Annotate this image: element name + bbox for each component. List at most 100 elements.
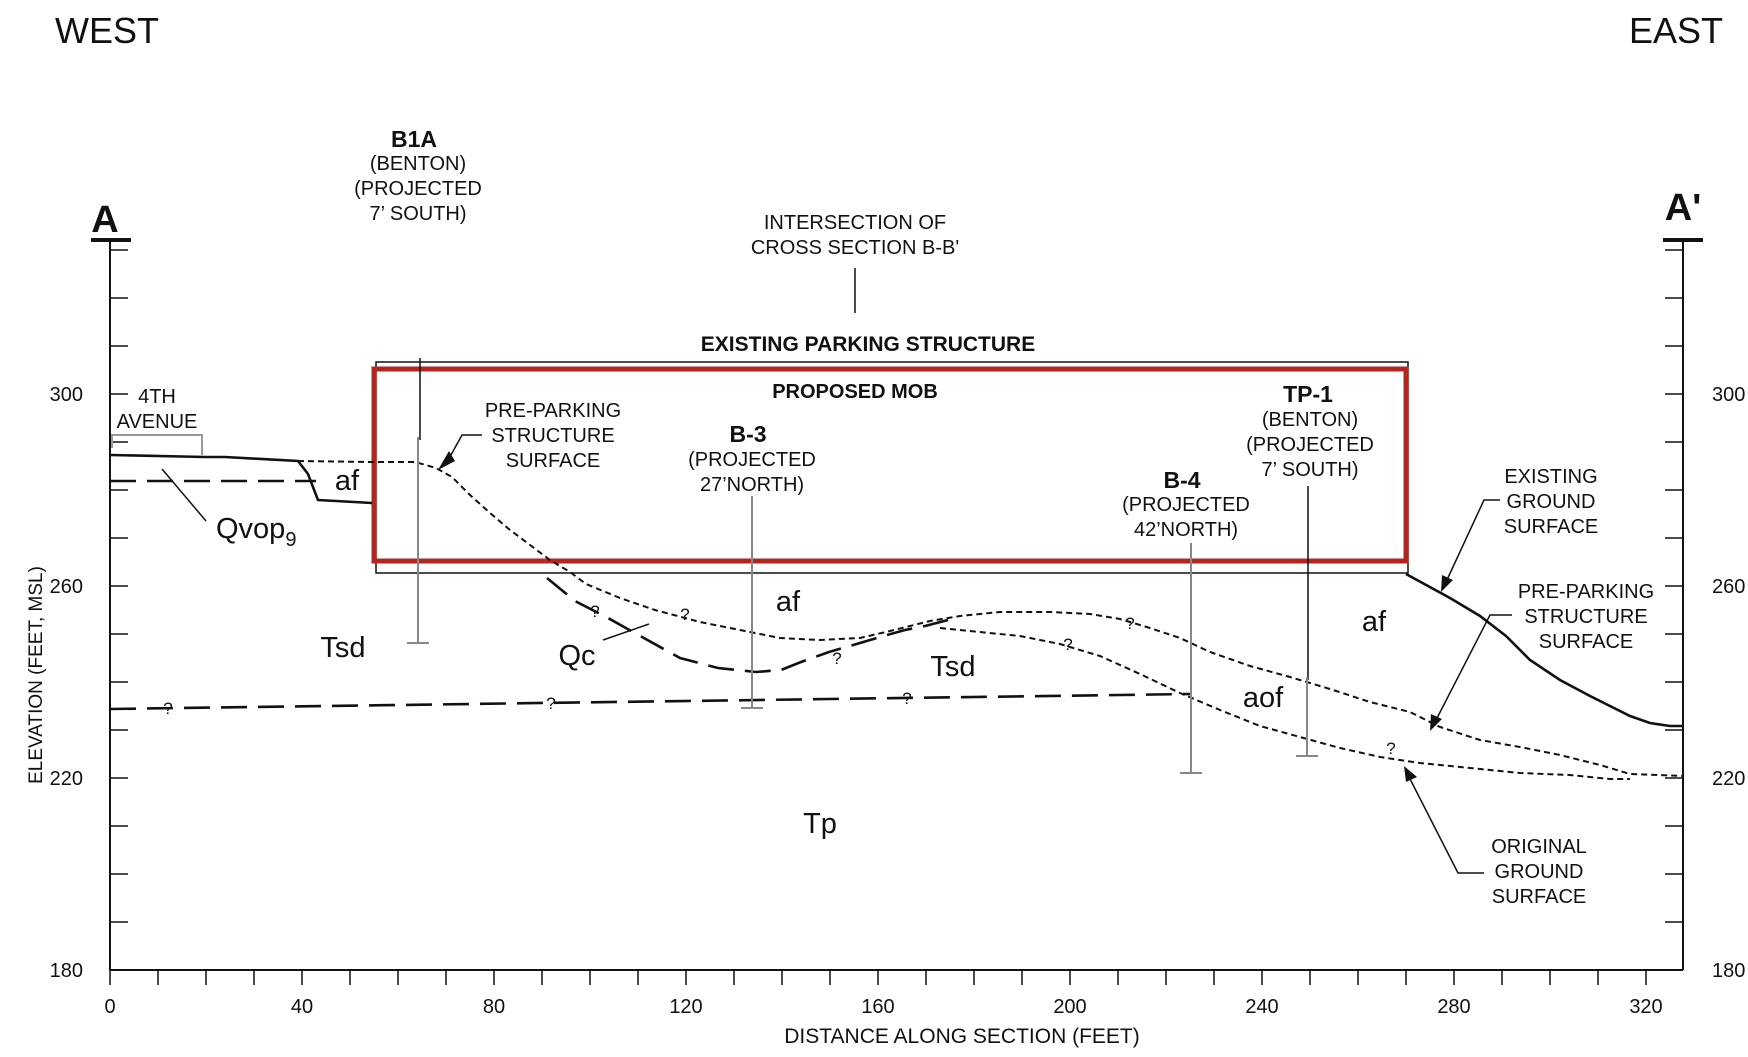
existing-parking-label: EXISTING PARKING STRUCTURE — [701, 333, 1035, 356]
pre-parking-note-left: SURFACE — [506, 450, 600, 472]
x-tick-labels: 0 40 80 120 160 200 240 280 320 — [104, 996, 1662, 1018]
pre-parking-note-left: STRUCTURE — [491, 425, 614, 447]
unit-qvop: Qvop9 — [216, 513, 296, 551]
intersection-note-line2: CROSS SECTION B-B' — [751, 237, 959, 259]
axis-ticks — [109, 249, 1683, 985]
proposed-mob-label: PROPOSED MOB — [772, 381, 938, 403]
uncertain-mark: ? — [163, 699, 172, 718]
boring-b3-line: 27’NORTH) — [700, 474, 804, 496]
section-mark-a-prime: A' — [1665, 187, 1701, 229]
arrowhead — [438, 451, 455, 470]
x-axis-label: DISTANCE ALONG SECTION (FEET) — [784, 1025, 1139, 1048]
boring-b4-line: 42’NORTH) — [1134, 519, 1238, 541]
uncertain-mark: ? — [1063, 635, 1072, 654]
east-label: EAST — [1629, 10, 1723, 51]
y-tick-label-left: 180 — [50, 960, 83, 982]
original-ground-note: ORIGINAL — [1491, 836, 1587, 858]
unit-tp: Tp — [803, 808, 837, 840]
intersection-note-line1: INTERSECTION OF — [764, 212, 946, 234]
boring-b3 — [741, 496, 763, 709]
y-tick-labels: 300 260 220 180 300 260 220 180 — [50, 384, 1746, 982]
existing-ground-note: EXISTING — [1504, 466, 1597, 488]
unit-af-right: af — [1362, 606, 1387, 638]
x-tick-label: 320 — [1629, 996, 1662, 1018]
boring-tp1-line: (BENTON) — [1262, 409, 1358, 431]
boring-b1a-id: B1A — [391, 126, 437, 152]
unit-aof: aof — [1243, 682, 1284, 714]
boring-b1a-line: 7’ SOUTH) — [369, 203, 466, 225]
original-ground-note: SURFACE — [1492, 886, 1586, 908]
y-tick-label-right: 300 — [1712, 384, 1745, 406]
y-tick-label-left: 260 — [50, 576, 83, 598]
boring-b1a-line: (PROJECTED — [354, 178, 482, 200]
pre-parking-left-leader — [445, 434, 482, 465]
y-tick-label-right: 220 — [1712, 768, 1745, 790]
boring-tp1-line: (PROJECTED — [1246, 434, 1374, 456]
qvop-leader — [161, 468, 207, 522]
x-tick-label: 200 — [1053, 996, 1086, 1018]
boring-tp1 — [1296, 486, 1318, 757]
x-tick-label: 160 — [861, 996, 894, 1018]
y-tick-label-right: 180 — [1712, 960, 1745, 982]
x-tick-label: 120 — [669, 996, 702, 1018]
uncertain-mark: ? — [1386, 739, 1395, 758]
y-tick-label-left: 220 — [50, 768, 83, 790]
pre-parking-surface — [297, 460, 1684, 777]
unit-qvop-name: Qvop — [216, 513, 285, 545]
proposed-mob-outline — [371, 366, 1409, 564]
pre-parking-right-leader — [1434, 614, 1512, 723]
existing-ground-west — [109, 453, 373, 505]
x-tick-label: 80 — [483, 996, 505, 1018]
boring-b4-line: (PROJECTED — [1122, 494, 1250, 516]
original-ground-surface — [939, 627, 1630, 780]
boring-tp1-id: TP-1 — [1283, 381, 1333, 407]
existing-ground-note: SURFACE — [1504, 516, 1598, 538]
unit-af-left: af — [335, 465, 360, 497]
y-tick-label-right: 260 — [1712, 576, 1745, 598]
uncertain-mark: ? — [680, 605, 689, 624]
existing-ground-east — [1405, 572, 1683, 728]
x-tick-label: 40 — [291, 996, 313, 1018]
x-tick-label: 0 — [104, 996, 115, 1018]
unit-af-mid: af — [776, 586, 801, 618]
original-ground-note: GROUND — [1495, 861, 1584, 883]
uncertain-mark: ? — [832, 649, 841, 668]
pre-parking-note-right: PRE-PARKING — [1518, 581, 1654, 603]
boring-tp1-line: 7’ SOUTH) — [1261, 459, 1358, 481]
existing-ground-note: GROUND — [1507, 491, 1596, 513]
uncertain-mark: ? — [902, 689, 911, 708]
boring-b4-id: B-4 — [1163, 467, 1200, 493]
arrowhead — [1441, 575, 1453, 592]
original-ground-leader — [1407, 774, 1484, 874]
x-tick-label: 280 — [1437, 996, 1470, 1018]
uncertain-mark: ? — [546, 694, 555, 713]
pre-parking-note-left: PRE-PARKING — [485, 400, 621, 422]
pre-parking-note-right: SURFACE — [1539, 631, 1633, 653]
x-tick-label: 240 — [1245, 996, 1278, 1018]
street-label-line1: 4TH — [138, 386, 176, 408]
existing-ground-leader — [1445, 499, 1500, 583]
street-label-line2: AVENUE — [117, 411, 198, 433]
y-axis-label: ELEVATION (FEET, MSL) — [26, 566, 47, 784]
y-tick-label-left: 300 — [50, 384, 83, 406]
arrowhead — [1430, 714, 1442, 731]
boring-b1a — [407, 358, 429, 644]
street-bracket — [111, 434, 203, 455]
boring-b3-id: B-3 — [729, 421, 766, 447]
uncertain-mark: ? — [590, 602, 599, 621]
uncertain-mark: ? — [1125, 614, 1134, 633]
qc-tsd-contact — [546, 576, 949, 674]
arrowhead — [1404, 766, 1417, 782]
section-mark-a: A — [91, 199, 118, 241]
west-label: WEST — [55, 10, 159, 51]
boring-b3-line: (PROJECTED — [688, 449, 816, 471]
qc-leader — [602, 623, 650, 641]
boring-b4 — [1180, 543, 1202, 774]
boring-b1a-line: (BENTON) — [370, 153, 466, 175]
unit-tsd-left: Tsd — [320, 632, 365, 664]
unit-qc: Qc — [558, 640, 595, 672]
pre-parking-note-right: STRUCTURE — [1524, 606, 1647, 628]
unit-tsd-mid: Tsd — [930, 651, 975, 683]
tsd-tp-contact — [109, 692, 1191, 711]
